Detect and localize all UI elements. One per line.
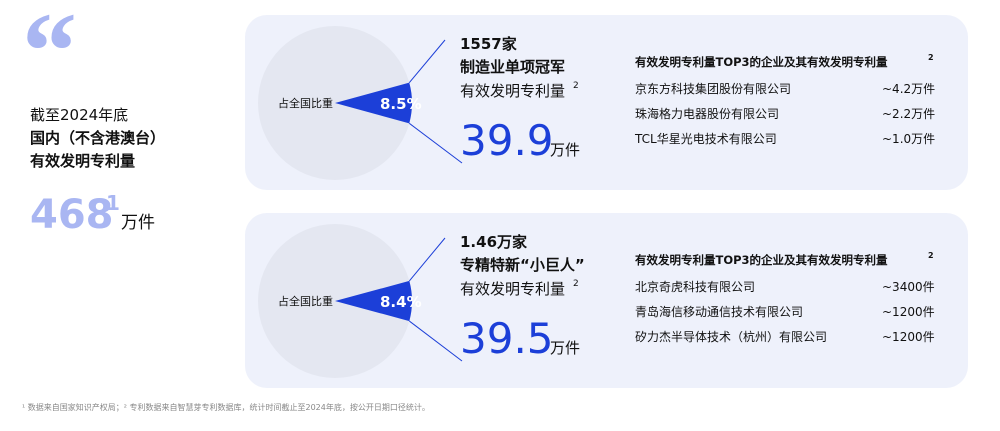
connector (409, 320, 463, 362)
company-value: ~2.2万件 (882, 107, 935, 121)
metric-note: 2 (573, 81, 579, 91)
share-label: 8.5% (380, 95, 422, 113)
panel (245, 15, 968, 190)
metric: 有效发明专利量 (460, 82, 565, 100)
company: 矽力杰半导体技术（杭州）有限公司 (635, 329, 827, 344)
top-title: 有效发明专利量TOP3的企业及其有效发明专利量 (635, 55, 888, 69)
pie-wedge (335, 82, 413, 124)
company-value: ~1200件 (882, 330, 935, 344)
connector (408, 237, 446, 282)
company: TCL华星光电技术有限公司 (634, 132, 777, 146)
amount: 39.9 (460, 116, 554, 165)
company-value: ~4.2万件 (882, 82, 935, 96)
group: 制造业单项冠军 (460, 58, 565, 76)
footnote: ¹ 数据来自国家知识产权局；² 专利数据来自智慧芽专利数据库，统计时间截止至20… (22, 402, 430, 412)
amount-unit: 万件 (550, 339, 580, 357)
count: 1.46万家 (460, 233, 527, 251)
pie-wedge (335, 280, 412, 322)
total: 468 (30, 192, 114, 238)
company: 京东方科技集团股份有限公司 (635, 81, 791, 96)
top-title-note: 2 (928, 53, 934, 62)
date: 截至2024年底 (30, 106, 128, 124)
share-caption: 占全国比重 (278, 96, 333, 110)
scope: 国内（不含港澳台） (30, 129, 165, 147)
panel (245, 213, 968, 388)
share-caption: 占全国比重 (278, 294, 333, 308)
company-value: ~3400件 (882, 280, 935, 294)
amount-unit: 万件 (550, 141, 580, 159)
company-value: ~1200件 (882, 305, 935, 319)
company: 青岛海信移动通信技术有限公司 (635, 304, 803, 319)
metric: 有效发明专利量 (30, 152, 135, 170)
quote-mark: “ (22, 0, 77, 112)
metric: 有效发明专利量 (460, 280, 565, 298)
count: 1557家 (460, 35, 517, 53)
top-title-note: 2 (928, 251, 934, 260)
total-note: 1 (106, 191, 120, 215)
connector (408, 39, 446, 84)
group: 专精特新“小巨人” (460, 256, 585, 274)
company-value: ~1.0万件 (882, 132, 935, 146)
amount: 39.5 (460, 314, 554, 363)
company: 珠海格力电器股份有限公司 (635, 106, 779, 121)
total-unit: 万件 (121, 213, 155, 233)
share-label: 8.4% (380, 293, 422, 311)
connector (408, 122, 463, 164)
metric-note: 2 (573, 279, 579, 289)
company: 北京奇虎科技有限公司 (635, 280, 755, 294)
top-title: 有效发明专利量TOP3的企业及其有效发明专利量 (635, 253, 888, 267)
